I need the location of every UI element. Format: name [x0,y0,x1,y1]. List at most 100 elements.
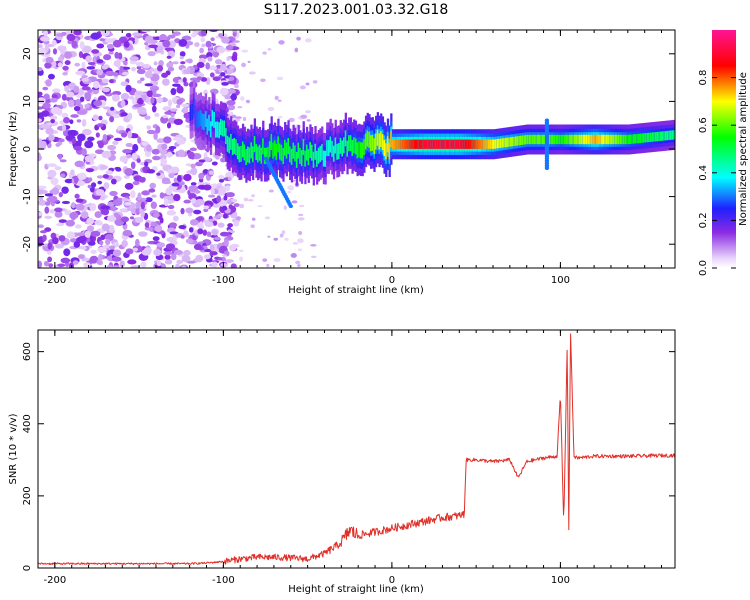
spectrogram-ridge-cell [516,136,519,146]
spectrogram-noise-cell [292,179,296,182]
spectrogram-noise-cell [170,108,178,112]
spectrogram-ridge-cell [508,137,511,147]
spectrogram-noise-cell [296,36,301,41]
spectrogram-ridge-cell [349,135,353,152]
spectrogram-noise-cell [141,94,147,101]
spectrogram-noise-cell [164,259,173,265]
spectrogram-noise-cell [102,174,109,179]
spectrogram-noise-cell [297,238,304,244]
spectrogram-noise-cell [212,203,220,208]
spectrogram-ridge-cell [550,134,553,145]
spectrogram-ridge-cell [402,139,405,149]
spectrogram-noise-cell [135,91,144,96]
spectrogram-noise-cell [112,114,121,119]
spectrogram-noise-cell [146,144,152,152]
spectrogram-noise-cell [120,92,130,101]
spectrogram-ridge-cell [533,134,536,145]
spectrogram-ridge-cell [213,111,216,128]
spectrogram-noise-cell [61,112,69,119]
spectrogram-noise-cell [54,207,63,213]
spectrogram-noise-cell [109,115,115,123]
spectrogram-noise-cell [151,105,157,113]
spectrogram-noise-cell [56,108,63,116]
snr-axis-ticks: -200 -100 0 100 0 200 400 600 [22,330,675,586]
spectrogram-noise-cell [239,249,244,253]
spectrogram-ridge-cell [307,149,310,166]
spectrogram-ridge-cell [472,139,476,149]
x-tick-label: 0 [389,575,395,586]
spectrogram-ridge-cell [460,139,464,149]
spectrogram-noise-cell [188,185,199,192]
spectrogram-ridge-cell [504,137,508,148]
spectrogram-noise-cell [226,56,231,62]
spectrogram-noise-cell [80,210,89,219]
spectrogram-ridge-cell [599,134,602,145]
spectrogram-noise-cell [168,172,175,179]
spectrogram-ridge-cell [437,139,440,149]
spectrogram-noise-cell [124,201,132,206]
spectrogram-noise-cell [131,66,136,72]
spectrogram-noise-cell [173,249,183,255]
spectrogram-noise-cell [210,88,219,95]
spectrogram-noise-cell [141,30,152,33]
spectrogram-noise-cell [152,155,161,161]
spectrogram-noise-cell [164,47,175,51]
spectrogram-noise-cell [163,251,173,256]
spectrogram-noise-cell [43,260,50,267]
y-tick-label: 0 [22,146,33,152]
spectrogram-noise-cell [167,204,175,210]
spectrogram-noise-cell [190,163,196,169]
spectrogram-ridge-cell [226,135,230,152]
spectrogram-noise-cell [161,143,168,150]
spectrogram-noise-cell [220,72,226,77]
spectrogram-noise-cell [52,88,61,93]
spectrogram-noise-cell [107,215,117,222]
spectrogram-noise-cell [38,211,43,217]
snr-x-label: Height of straight line (km) [288,584,424,595]
spectrogram-ridge-cell [221,120,224,137]
spectrogram-noise-cell [58,192,63,198]
spectrogram-ridge-cell [408,139,412,149]
spectrogram-ridge-cell [444,139,447,149]
spectrogram-noise-cell [181,265,187,268]
spectrogram-noise-cell [71,40,78,48]
spectrogram-ridge-cell [548,134,551,145]
spectrogram-ridge-cell [393,139,396,149]
spectrogram-noise-cell [123,41,130,48]
spectrogram-ridge-cell [641,133,644,143]
spectrogram-noise-cell [84,155,95,163]
spectrogram-noise-cell [81,86,91,91]
spectrogram-noise-cell [210,37,215,42]
spectrogram-noise-cell [220,256,226,262]
spectrogram-noise-cell [153,132,158,140]
spectrogram-noise-cell [65,219,75,227]
spectrogram-ridge-cell [592,134,595,145]
spectrogram-noise-cell [64,209,72,216]
spectrogram-ridge-cell [661,131,664,141]
spectrogram-noise-cell [132,98,137,105]
x-tick-label: -200 [44,575,67,586]
spectrogram-ridge-cell [627,134,631,145]
spectrogram-noise-cell [44,62,52,69]
spectrogram-noise-cell [233,84,239,89]
spectrogram-noise-cell [102,106,111,110]
spectrogram-ridge-cell [420,139,423,149]
spectrogram-noise-cell [160,263,167,268]
spectrogram-noise-cell [121,71,129,76]
spectrogram-noise-cell [304,110,311,114]
spectrogram-noise-cell [54,243,64,249]
spectrogram-noise-cell [136,158,141,163]
colorbar: 0.0 0.2 0.4 0.6 0.8 Normalized spectral ampl… [698,30,749,276]
spectrogram-noise-cell [150,96,155,104]
spectrogram-noise-cell [73,176,79,184]
spectrogram-noise-cell [42,102,51,109]
spectrogram-noise-cell [155,125,161,134]
spectrogram-noise-cell [250,224,255,229]
spectrogram-noise-cell [38,44,43,49]
spectrogram-noise-cell [148,188,156,193]
spectrogram-ridge-cell [558,134,562,145]
spectrogram-noise-cell [40,230,47,234]
spectrogram-noise-cell [146,125,152,130]
spectrogram-noise-cell [38,97,46,105]
spectrogram-ridge-cell [225,128,228,145]
